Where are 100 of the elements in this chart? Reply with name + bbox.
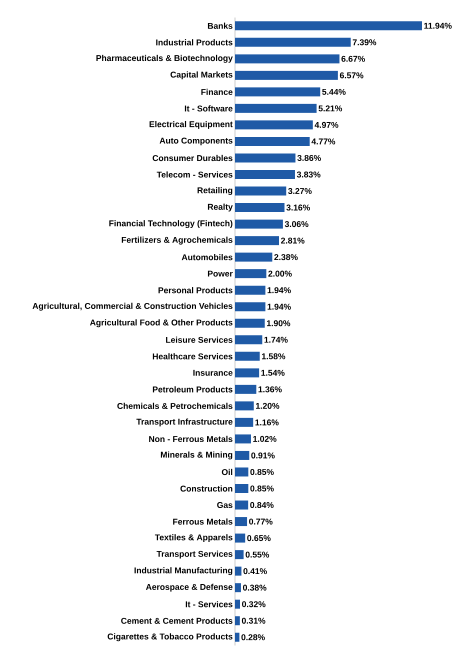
data-label: 3.16% — [286, 204, 310, 211]
data-label: 0.32% — [242, 601, 266, 608]
bar — [235, 70, 338, 80]
bar — [235, 566, 242, 576]
data-label: 4.77% — [312, 138, 336, 144]
data-label: 0.41% — [243, 568, 267, 574]
y-tick-label: Capital Markets — [170, 71, 232, 80]
data-label: 1.54% — [261, 370, 285, 376]
data-label: 1.02% — [253, 436, 276, 442]
data-label: 4.97% — [314, 122, 338, 128]
bar — [235, 186, 286, 196]
bar — [235, 269, 266, 278]
data-label: 3.86% — [297, 154, 321, 161]
data-label: 0.28% — [241, 634, 265, 640]
bar — [235, 632, 240, 642]
y-tick-label: Realty — [208, 204, 233, 212]
y-tick-label: Transport Services — [156, 550, 232, 559]
data-label: 3.83% — [296, 172, 320, 178]
y-tick-label: Power — [208, 270, 233, 277]
y-tick-label: Healthcare Services — [152, 353, 232, 360]
data-label: 2.00% — [268, 270, 292, 277]
data-label: 5.44% — [322, 88, 346, 95]
data-label: 0.31% — [242, 618, 266, 624]
bar — [235, 368, 260, 378]
bar — [235, 484, 248, 494]
y-tick-label: Electrical Equipment — [150, 120, 233, 129]
data-label: 0.84% — [250, 502, 274, 508]
data-label: 1.20% — [256, 402, 280, 409]
y-tick-label: Petroleum Products — [152, 386, 232, 392]
bar — [235, 418, 254, 427]
y-tick-label: Banks — [208, 22, 232, 29]
data-label: 0.91% — [251, 452, 275, 458]
y-tick-label: Financial Technology (Fintech) — [109, 220, 232, 228]
bar — [235, 286, 266, 295]
data-label: 3.06% — [284, 221, 308, 228]
bar — [235, 54, 340, 64]
y-tick-label: It - Software — [184, 105, 233, 112]
y-tick-label: Non - Ferrous Metals — [149, 436, 232, 442]
bar — [235, 104, 317, 113]
y-tick-label: Agricultural Food & Other Products — [90, 319, 232, 328]
bar — [235, 352, 260, 361]
y-tick-label: Transport Infrastructure — [136, 418, 233, 426]
y-tick-label: Personal Products — [158, 287, 232, 294]
data-label: 0.55% — [246, 552, 270, 558]
data-label: 6.67% — [341, 56, 365, 62]
y-tick-label: Gas — [217, 502, 232, 508]
y-tick-label: Cigarettes & Tobacco Products — [108, 633, 232, 642]
y-tick-label: Pharmaceuticals & Biotechnology — [96, 54, 233, 63]
bar — [235, 401, 254, 410]
y-tick-label: It - Services — [186, 601, 232, 608]
data-label: 0.77% — [249, 518, 273, 525]
bar — [235, 153, 296, 162]
bar — [235, 467, 248, 476]
data-label: 0.38% — [242, 584, 266, 591]
bar — [235, 450, 250, 460]
y-tick-label: Minerals & Mining — [160, 451, 232, 460]
bar — [235, 600, 240, 609]
y-tick-label: Agricultural, Commercial & Construction Vehicles — [32, 302, 232, 311]
bar — [235, 434, 251, 444]
y-tick-label: Automobiles — [182, 254, 232, 260]
bar — [235, 170, 295, 180]
y-tick-label: Insurance — [193, 370, 233, 376]
bar — [235, 302, 266, 312]
data-label: 7.39% — [352, 39, 376, 46]
bar — [235, 87, 320, 96]
y-tick-label: Leisure Services — [166, 336, 232, 343]
y-tick-label: Industrial Manufacturing — [134, 567, 232, 576]
bar — [235, 136, 310, 146]
bar — [235, 120, 313, 130]
bar — [235, 517, 248, 526]
y-tick-label: Telecom - Services — [156, 171, 232, 178]
bar — [235, 203, 284, 212]
data-label: 3.27% — [288, 188, 312, 194]
bar — [235, 318, 265, 328]
y-tick-label: Chemicals & Petrochemicals — [117, 402, 232, 409]
y-tick-label: Ferrous Metals — [173, 518, 232, 525]
y-tick-label: Construction — [180, 485, 232, 492]
bar — [235, 335, 262, 344]
bar — [235, 236, 280, 246]
data-label: 1.58% — [262, 353, 286, 360]
data-label: 6.57% — [340, 72, 364, 78]
bar — [235, 384, 256, 394]
y-tick-label: Aerospace & Defense — [146, 584, 232, 592]
y-tick-label: Oil — [222, 468, 232, 476]
data-label: 0.85% — [250, 486, 274, 492]
bar — [235, 220, 283, 229]
data-label: 1.94% — [268, 304, 291, 310]
y-tick-label: Cement & Cement Products — [121, 618, 232, 624]
data-label: 2.38% — [274, 254, 298, 260]
y-tick-label: Textiles & Apparels — [154, 534, 232, 542]
data-label: 1.94% — [268, 287, 291, 294]
y-tick-label: Consumer Durables — [152, 154, 232, 162]
bar — [235, 534, 246, 543]
bar — [235, 38, 351, 47]
y-tick-label: Retailing — [198, 187, 232, 195]
bar — [235, 550, 244, 560]
y-tick-label: Finance — [201, 88, 233, 95]
y-tick-label: Fertilizers & Agrochemicals — [122, 236, 232, 245]
bar — [235, 21, 422, 30]
data-label: 1.74% — [264, 336, 288, 343]
